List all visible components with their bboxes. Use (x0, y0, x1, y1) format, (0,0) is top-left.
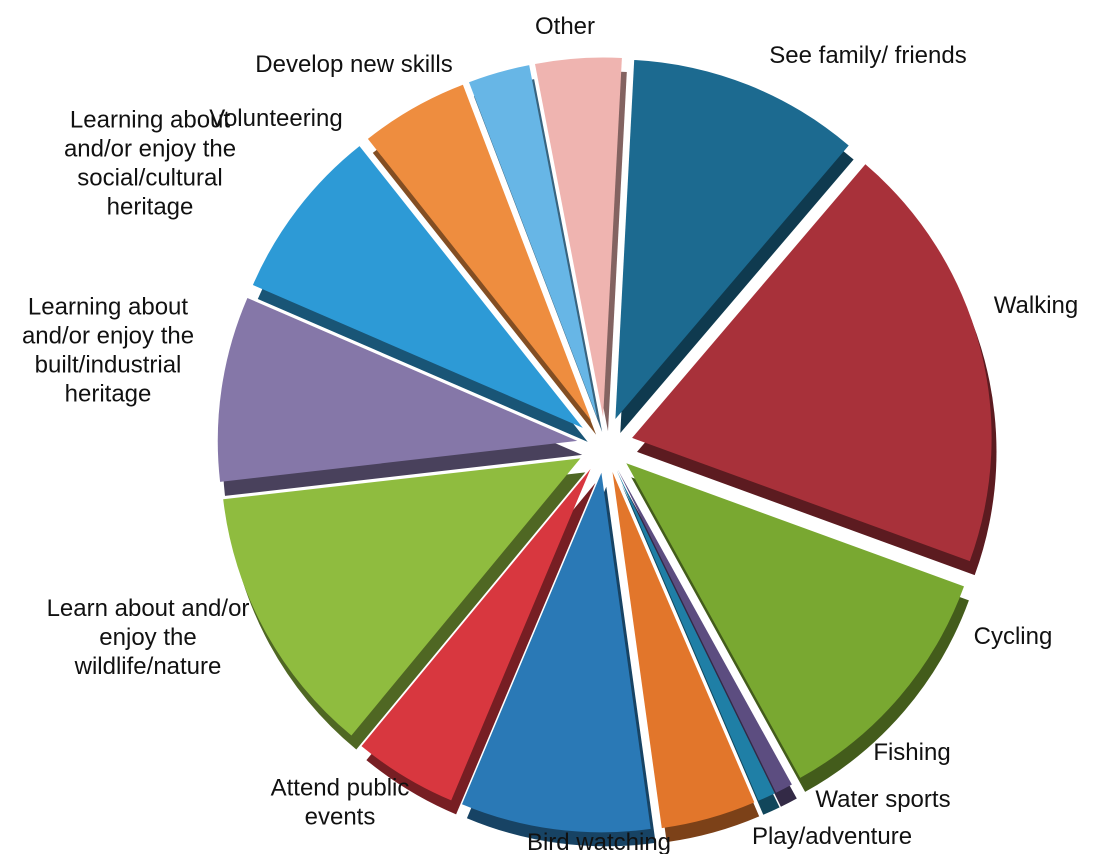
slice-label-line: and/or enjoy the (22, 323, 194, 350)
slice-label-line: and/or enjoy the (64, 136, 236, 163)
pie-slices (217, 57, 997, 847)
slice-label-learn-about-and-or-enjoy-the-wildlife-nature: Learn about and/or enjoy the wildlife/natu… (47, 595, 250, 680)
slice-label-line: See family/ friends (769, 42, 966, 69)
pie-slice-develop-new-skills (469, 65, 603, 433)
slice-label-line: heritage (107, 194, 194, 221)
slice-label-line: Play/adventure (752, 823, 912, 850)
slice-label-fishing: Fishing (873, 739, 950, 766)
pie-slice-learn-about-and-or-enjoy-the-wildlife-nature (223, 458, 586, 750)
pie-slice-play-adventure (612, 472, 760, 843)
pie-slice-walking (632, 164, 997, 576)
slice-label-line: Water sports (815, 786, 950, 813)
pie-slice-face-attend-public-events (361, 469, 591, 801)
slice-label-line: Learn about and/or (47, 595, 250, 622)
slice-label-line: Attend public (271, 775, 410, 802)
slice-label-attend-public-events: Attend public events (271, 775, 410, 831)
slice-label-volunteering: Volunteering (209, 105, 342, 132)
slice-label-line: social/cultural (77, 165, 222, 192)
pie-slice-cycling (626, 463, 969, 792)
slice-label-line: Cycling (974, 623, 1053, 650)
slice-label-line: Other (535, 13, 595, 40)
slice-label-see-family-friends: See family/ friends (769, 42, 966, 69)
pie-slice-face-learning-about-and-or-enjoy-the-social-cultural-heritage (252, 146, 583, 428)
pie-slice-attend-public-events (361, 469, 596, 815)
slice-label-line: Walking (994, 292, 1078, 319)
slice-label-line: events (305, 804, 376, 831)
slice-label-develop-new-skills: Develop new skills (255, 51, 452, 78)
slice-label-water-sports: Water sports (815, 786, 950, 813)
pie-labels: See family/ friends Walking Cycling Fishing… (22, 13, 1078, 854)
slice-label-line: enjoy the (99, 624, 196, 651)
pie-slice-face-see-family-friends (615, 60, 849, 419)
slice-label-bird-watching: Bird watching (527, 829, 671, 854)
pie-slice-face-water-sports (616, 470, 775, 801)
pie-slice-face-develop-new-skills (469, 65, 598, 419)
pie-slice-water-sports (616, 470, 780, 815)
pie-slice-face-fishing (617, 469, 792, 793)
pie-slice-face-learning-about-and-or-enjoy-the-built-industrial-heritage (217, 298, 578, 482)
pie-slice-face-other (535, 57, 622, 418)
pie-slice-face-volunteering (367, 84, 592, 421)
pie-slice-other (535, 57, 627, 432)
slice-label-line: Volunteering (209, 105, 342, 132)
pie-slice-volunteering (367, 84, 597, 435)
pie-slice-fishing (617, 469, 797, 807)
pie-slice-face-learn-about-and-or-enjoy-the-wildlife-nature (223, 458, 581, 736)
slice-label-other: Other (535, 13, 595, 40)
slice-label-line: Develop new skills (255, 51, 452, 78)
slice-label-walking: Walking (994, 292, 1078, 319)
slice-label-learning-about-and-or-enjoy-the-built-industrial-heritage: Learning about and/or enjoy the built/indu… (22, 294, 194, 408)
slice-label-play-adventure: Play/adventure (752, 823, 912, 850)
pie-slice-learning-about-and-or-enjoy-the-social-cultural-heritage (252, 146, 588, 442)
pie-slice-face-cycling (626, 463, 964, 778)
slice-label-cycling: Cycling (974, 623, 1053, 650)
slice-label-line: built/industrial (35, 352, 182, 379)
pie-slice-learning-about-and-or-enjoy-the-built-industrial-heritage (217, 298, 583, 496)
slice-label-line: Learning about (70, 107, 230, 134)
pie-slice-face-walking (632, 164, 992, 562)
pie-slice-face-play-adventure (612, 472, 755, 829)
slice-label-learning-about-and-or-enjoy-the-social-cultural-heritage: Learning about and/or enjoy the social/cul… (64, 107, 236, 221)
slice-label-line: heritage (65, 381, 152, 408)
pie-slice-see-family-friends (615, 60, 854, 433)
slice-label-line: Bird watching (527, 829, 671, 854)
slice-label-line: wildlife/nature (74, 653, 222, 680)
slice-label-line: Learning about (28, 294, 188, 321)
pie-slice-bird-watching (462, 472, 656, 847)
pie-slice-face-bird-watching (462, 472, 651, 833)
slice-label-line: Fishing (873, 739, 950, 766)
